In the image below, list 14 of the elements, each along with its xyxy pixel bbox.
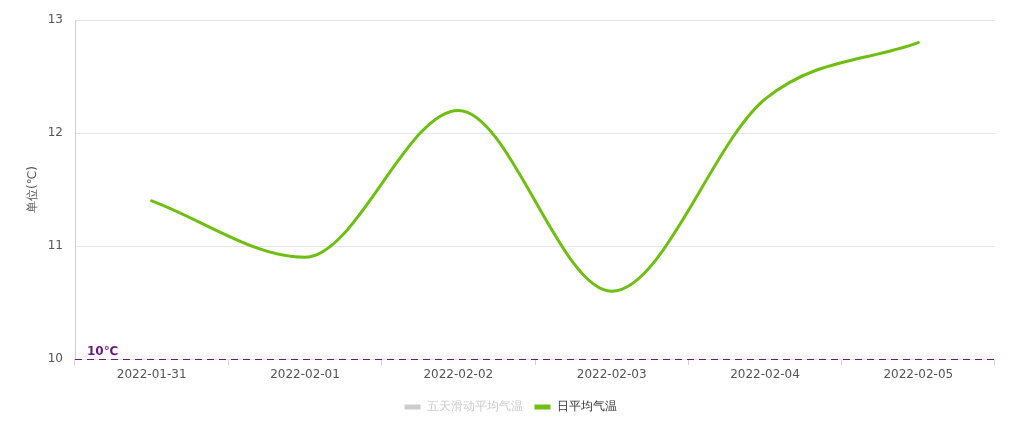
x-tick-label: 2022-02-02	[423, 367, 494, 382]
y-axis-title: 单位(℃)	[25, 166, 40, 213]
x-tick-label: 2022-02-05	[883, 367, 954, 382]
line-series	[150, 41, 920, 293]
y-tick-label: 12	[47, 125, 63, 140]
ref-line-label: 10℃	[87, 344, 119, 359]
x-tick-label: 2022-02-04	[730, 367, 800, 382]
legend-label: 日平均气温	[556, 399, 617, 414]
y-tick-label: 11	[47, 238, 63, 253]
y-tick-label: 13	[47, 12, 63, 27]
x-tick-label: 2022-02-01	[270, 367, 340, 382]
x-tick-label: 2022-02-03	[576, 367, 647, 382]
y-tick-label: 10	[47, 351, 63, 366]
x-tick-label: 2022-01-31	[116, 367, 187, 382]
